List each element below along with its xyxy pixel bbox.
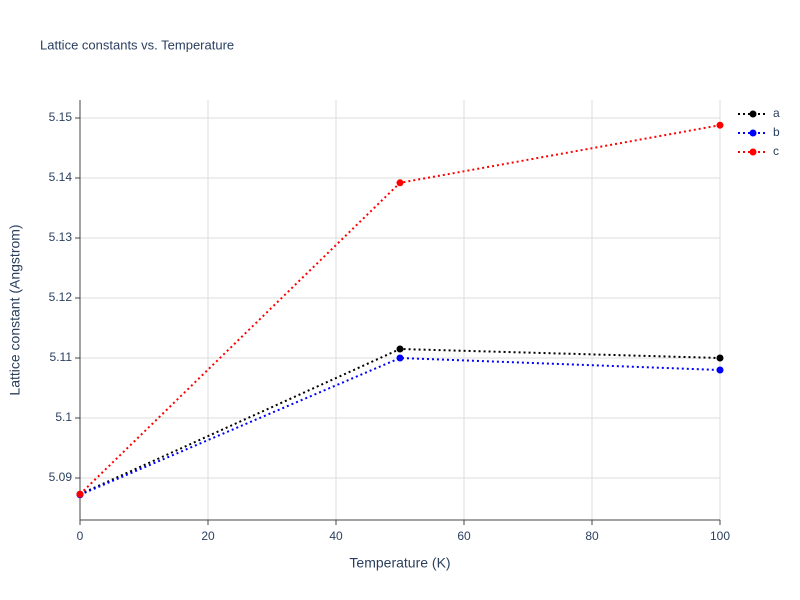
y-axis-label: Lattice constant (Angstrom) [7, 224, 23, 395]
marker [396, 345, 404, 353]
marker [76, 490, 84, 498]
x-tick-label: 20 [201, 529, 215, 543]
y-tick-label: 5.13 [49, 230, 73, 244]
line [79, 356, 721, 496]
marker [396, 354, 404, 362]
y-tick-label: 5.12 [49, 290, 73, 304]
legend-label: b [773, 125, 780, 139]
marker [716, 121, 724, 129]
chart-title: Lattice constants vs. Temperature [40, 37, 234, 52]
legend-label: a [773, 106, 780, 120]
y-tick-label: 5.1 [55, 410, 72, 424]
x-tick-label: 80 [585, 529, 599, 543]
marker [716, 366, 724, 374]
x-tick-label: 0 [77, 529, 84, 543]
x-tick-label: 60 [457, 529, 471, 543]
x-axis-label: Temperature (K) [349, 555, 450, 571]
y-tick-label: 5.11 [50, 350, 73, 364]
marker [396, 179, 404, 187]
x-tick-label: 100 [710, 529, 730, 543]
legend-marker [749, 110, 757, 118]
legend-label: c [773, 144, 779, 158]
marker [716, 354, 724, 362]
y-tick-label: 5.14 [49, 170, 73, 184]
line [79, 347, 721, 496]
y-tick-label: 5.09 [49, 470, 73, 484]
x-tick-label: 40 [329, 529, 343, 543]
y-tick-label: 5.15 [49, 110, 73, 124]
legend-marker [749, 148, 757, 156]
legend-marker [749, 129, 757, 137]
